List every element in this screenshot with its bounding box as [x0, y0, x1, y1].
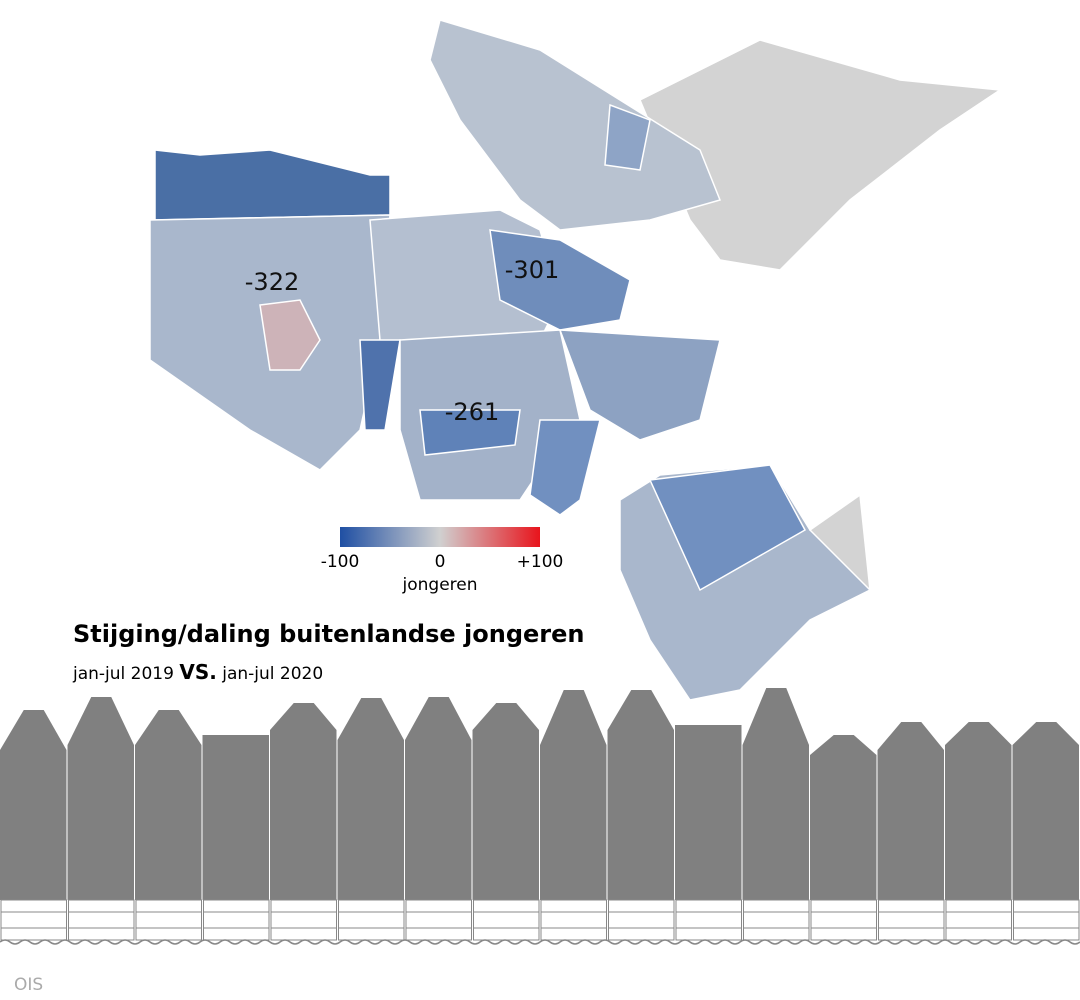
house	[270, 703, 337, 900]
houses	[0, 688, 1080, 945]
color-scale	[340, 527, 540, 547]
house-base	[1013, 899, 1080, 941]
legend-label: +100	[517, 552, 564, 572]
district	[259, 299, 321, 371]
house-base	[743, 899, 810, 941]
legend-label: 0	[435, 552, 446, 572]
map	[149, 19, 1003, 701]
map-label: -261	[445, 398, 499, 426]
house-base	[68, 899, 135, 941]
legend: -100 0 +100 jongeren	[321, 527, 564, 595]
house-base	[608, 899, 675, 941]
map-label: -301	[505, 256, 559, 284]
house	[742, 688, 809, 900]
house	[540, 690, 607, 900]
house-base	[945, 899, 1012, 941]
subtitle-to: jan-jul 2020	[221, 664, 323, 684]
house	[675, 725, 742, 900]
source: OIS	[14, 975, 43, 995]
district	[808, 493, 871, 593]
house-base	[135, 899, 202, 941]
house-base	[270, 899, 337, 941]
house-base	[405, 899, 472, 941]
legend-label: -100	[321, 552, 360, 572]
house	[202, 735, 269, 900]
district	[604, 103, 651, 171]
house	[877, 722, 944, 900]
district	[419, 409, 521, 456]
house-base	[810, 899, 877, 941]
district	[648, 464, 807, 592]
house-base	[675, 899, 742, 941]
house-base	[338, 899, 405, 941]
house	[0, 710, 67, 900]
district	[359, 339, 401, 431]
district	[489, 229, 631, 331]
house-base	[0, 899, 67, 941]
district	[639, 39, 1003, 271]
house-base	[473, 899, 540, 941]
house	[607, 690, 674, 900]
house-base	[540, 899, 607, 941]
subtitle: jan-jul 2019 VS. jan-jul 2020	[72, 660, 323, 684]
subtitle-from: jan-jul 2019	[72, 664, 174, 684]
house-base	[203, 899, 270, 941]
wave	[0, 939, 1080, 945]
district	[154, 149, 391, 221]
district	[529, 419, 601, 516]
title: Stijging/daling buitenlandse jongeren	[73, 620, 585, 648]
house	[810, 735, 877, 900]
house	[337, 698, 404, 900]
legend-unit: jongeren	[402, 575, 478, 595]
district	[558, 329, 721, 441]
house	[405, 697, 472, 900]
house	[67, 697, 134, 900]
house	[1012, 722, 1079, 900]
subtitle-versus: VS.	[179, 660, 216, 684]
house	[472, 703, 539, 900]
district	[429, 19, 722, 231]
house	[945, 722, 1012, 900]
house-base	[878, 899, 945, 941]
map-label: -322	[245, 268, 299, 296]
house	[135, 710, 202, 900]
